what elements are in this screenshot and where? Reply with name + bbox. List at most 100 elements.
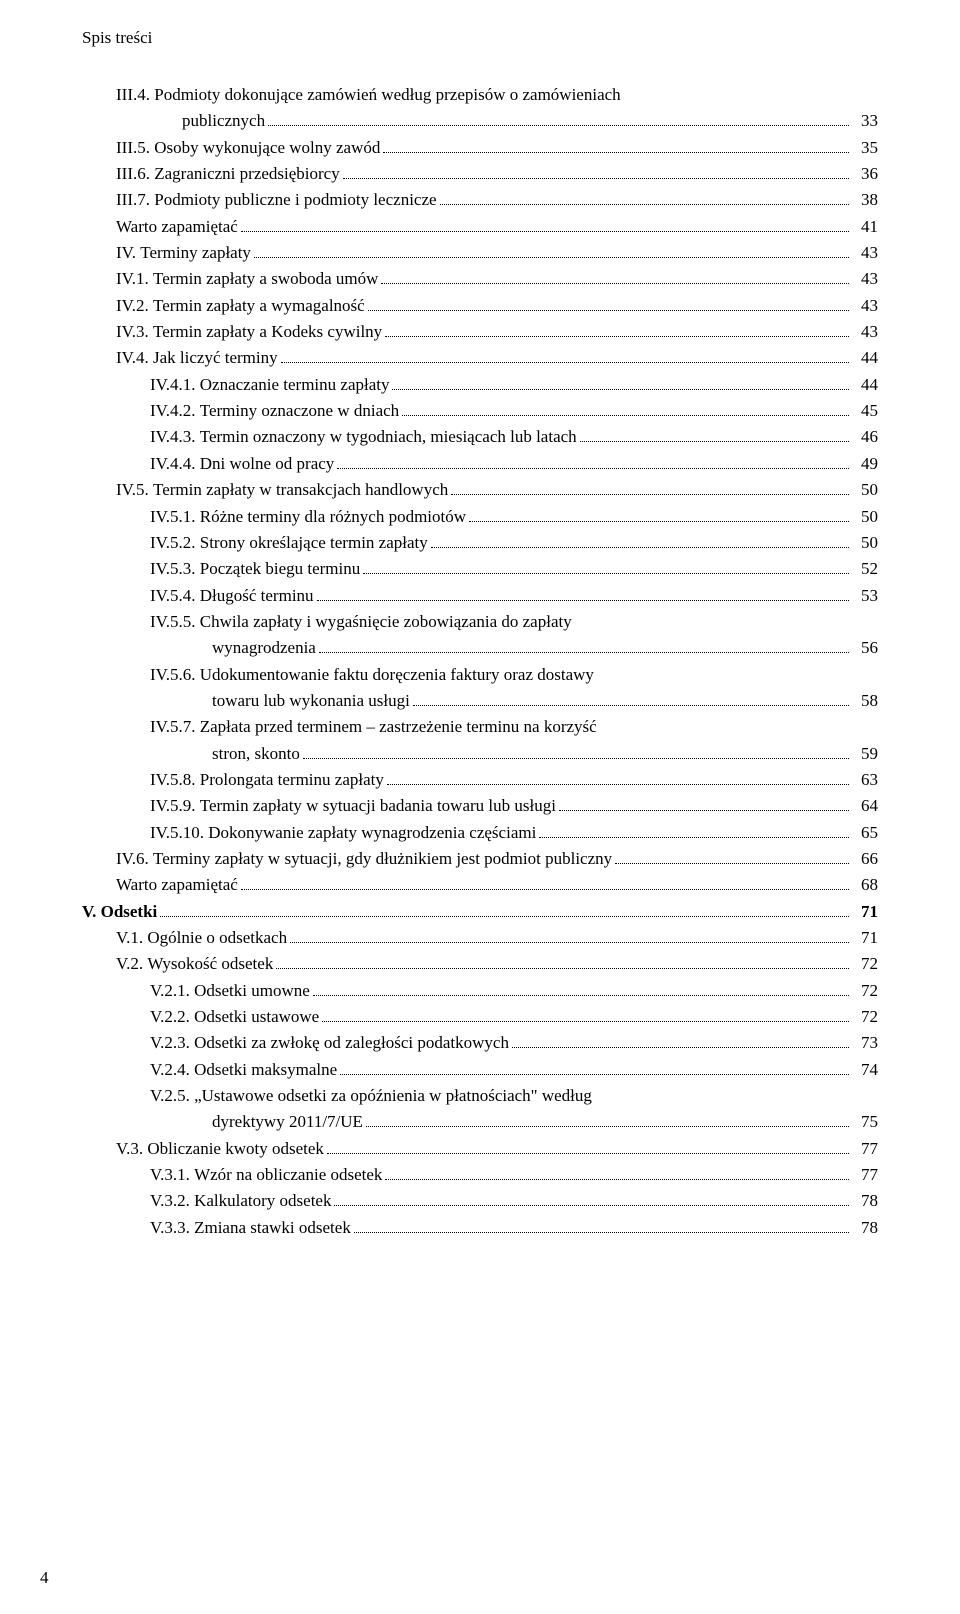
toc-entry-label: IV.4.1.	[150, 372, 200, 398]
toc-leader	[368, 294, 849, 310]
toc-entry: V.3.3. Zmiana stawki odsetek78	[82, 1215, 878, 1241]
toc-entry: V.2. Wysokość odsetek72	[82, 951, 878, 977]
toc-entry-page: 45	[852, 398, 878, 424]
toc-leader	[440, 189, 849, 205]
toc-entry-page: 78	[852, 1215, 878, 1241]
toc-entry-page: 72	[852, 951, 878, 977]
toc-entry-text: „Ustawowe odsetki za opóźnienia w płatno…	[194, 1083, 592, 1109]
toc-leader	[254, 242, 849, 258]
toc-entry-text: Terminy zapłaty	[140, 240, 251, 266]
toc-entry-text: Termin zapłaty w sytuacji badania towaru…	[200, 793, 556, 819]
toc-entry-text: towaru lub wykonania usługi	[212, 688, 410, 714]
toc-entry: V. Odsetki71	[82, 899, 878, 925]
toc-entry-page: 36	[852, 161, 878, 187]
toc-entry-label: V.2.3.	[150, 1030, 194, 1056]
toc-entry-label: V.2.4.	[150, 1057, 194, 1083]
toc-entry-label: IV.4.2.	[150, 398, 200, 424]
toc-entry-text: Początek biegu terminu	[200, 556, 361, 582]
toc-entry-label: V.3.3.	[150, 1215, 194, 1241]
toc-entry: V.2.4. Odsetki maksymalne74	[82, 1057, 878, 1083]
toc-entry: V.3.2. Kalkulatory odsetek78	[82, 1188, 878, 1214]
toc-entry: V.2.1. Odsetki umowne 72	[82, 978, 878, 1004]
toc-entry-label: IV.5.6.	[150, 662, 200, 688]
toc-leader	[160, 900, 849, 916]
toc-leader	[343, 163, 849, 179]
toc-leader	[327, 1137, 849, 1153]
toc-entry: III.6. Zagraniczni przedsiębiorcy36	[82, 161, 878, 187]
toc-leader	[539, 821, 849, 837]
toc-entry-text: Wzór na obliczanie odsetek	[194, 1162, 382, 1188]
toc-entry-page: 71	[852, 925, 878, 951]
toc-leader	[615, 848, 849, 864]
page-number: 4	[40, 1568, 49, 1588]
toc-leader	[383, 136, 849, 152]
toc-entry: IV.3. Termin zapłaty a Kodeks cywilny43	[82, 319, 878, 345]
toc-entry: V.3. Obliczanie kwoty odsetek77	[82, 1136, 878, 1162]
toc-entry-text: Długość terminu	[200, 583, 314, 609]
toc-leader	[337, 453, 849, 469]
toc-entry-page: 63	[852, 767, 878, 793]
toc-entry-continuation: publicznych33	[82, 108, 878, 134]
toc-entry-text: publicznych	[182, 108, 265, 134]
toc-entry-page: 49	[852, 451, 878, 477]
toc-entry: V.1. Ogólnie o odsetkach71	[82, 925, 878, 951]
document-page: Spis treści III.4. Podmioty dokonujące z…	[0, 0, 960, 1614]
toc-entry-label: V.2.1.	[150, 978, 194, 1004]
toc-entry-page: 72	[852, 1004, 878, 1030]
toc-entry-page: 44	[852, 345, 878, 371]
toc-entry-text: Warto zapamiętać	[116, 214, 238, 240]
toc-entry-page: 68	[852, 872, 878, 898]
toc-entry-page: 77	[852, 1162, 878, 1188]
toc-entry-page: 78	[852, 1188, 878, 1214]
toc-entry-page: 72	[852, 978, 878, 1004]
toc-entry: Warto zapamiętać68	[82, 872, 878, 898]
toc-entry-continuation: stron, skonto59	[82, 741, 878, 767]
toc-entry-text: Odsetki umowne	[194, 978, 310, 1004]
toc-leader	[317, 584, 849, 600]
toc-leader	[303, 742, 849, 758]
toc-entry-text: Dni wolne od pracy	[200, 451, 335, 477]
toc-entry-text: Dokonywanie zapłaty wynagrodzenia części…	[208, 820, 536, 846]
toc-entry-page: 74	[852, 1057, 878, 1083]
toc-entry: IV.4.2. Terminy oznaczone w dniach45	[82, 398, 878, 424]
toc-entry-text: Termin zapłaty a Kodeks cywilny	[153, 319, 382, 345]
toc-entry-text: Zagraniczni przedsiębiorcy	[154, 161, 340, 187]
toc-leader	[241, 215, 849, 231]
toc-entry: IV.5.2. Strony określające termin zapłat…	[82, 530, 878, 556]
toc-entry: III.7. Podmioty publiczne i podmioty lec…	[82, 187, 878, 213]
toc-entry: V.2.2. Odsetki ustawowe72	[82, 1004, 878, 1030]
toc-entry: IV.5.7. Zapłata przed terminem – zastrze…	[82, 714, 878, 740]
toc-entry-label: IV.5.7.	[150, 714, 200, 740]
toc-leader	[363, 558, 849, 574]
toc-entry-label: IV.6.	[116, 846, 153, 872]
toc-entry-label: V.2.2.	[150, 1004, 194, 1030]
toc-entry-text: stron, skonto	[212, 741, 300, 767]
toc-entry: IV.2. Termin zapłaty a wymagalność43	[82, 293, 878, 319]
toc-entry: IV.5.5. Chwila zapłaty i wygaśnięcie zob…	[82, 609, 878, 635]
toc-entry-text: Termin zapłaty a wymagalność	[153, 293, 365, 319]
toc-entry-text: wynagrodzenia	[212, 635, 316, 661]
toc-leader	[580, 426, 849, 442]
toc-entry-continuation: dyrektywy 2011/7/UE75	[82, 1109, 878, 1135]
toc-entry-label: V.3.1.	[150, 1162, 194, 1188]
toc-entry-text: Osoby wykonujące wolny zawód	[154, 135, 380, 161]
toc-entry-page: 43	[852, 266, 878, 292]
toc-entry-text: Odsetki	[101, 899, 158, 925]
toc-entry-text: Prolongata terminu zapłaty	[200, 767, 384, 793]
toc-entry-label: V.1.	[116, 925, 147, 951]
toc-entry: IV.4.1. Oznaczanie terminu zapłaty44	[82, 372, 878, 398]
toc-entry-label: IV.4.4.	[150, 451, 200, 477]
toc-entry-label: IV.5.4.	[150, 583, 200, 609]
toc-entry-page: 73	[852, 1030, 878, 1056]
toc-entry: IV.6. Terminy zapłaty w sytuacji, gdy dł…	[82, 846, 878, 872]
toc-entry-page: 43	[852, 240, 878, 266]
toc-entry-label: IV.4.	[116, 345, 153, 371]
toc-entry-page: 64	[852, 793, 878, 819]
toc-entry-label: IV.5.3.	[150, 556, 200, 582]
toc-entry-page: 75	[852, 1109, 878, 1135]
toc-entry-text: Wysokość odsetek	[147, 951, 273, 977]
toc-entry-text: Odsetki za zwłokę od zaległości podatkow…	[194, 1030, 509, 1056]
toc-entry: IV.5.8. Prolongata terminu zapłaty63	[82, 767, 878, 793]
toc-leader	[469, 505, 849, 521]
toc-entry-page: 52	[852, 556, 878, 582]
